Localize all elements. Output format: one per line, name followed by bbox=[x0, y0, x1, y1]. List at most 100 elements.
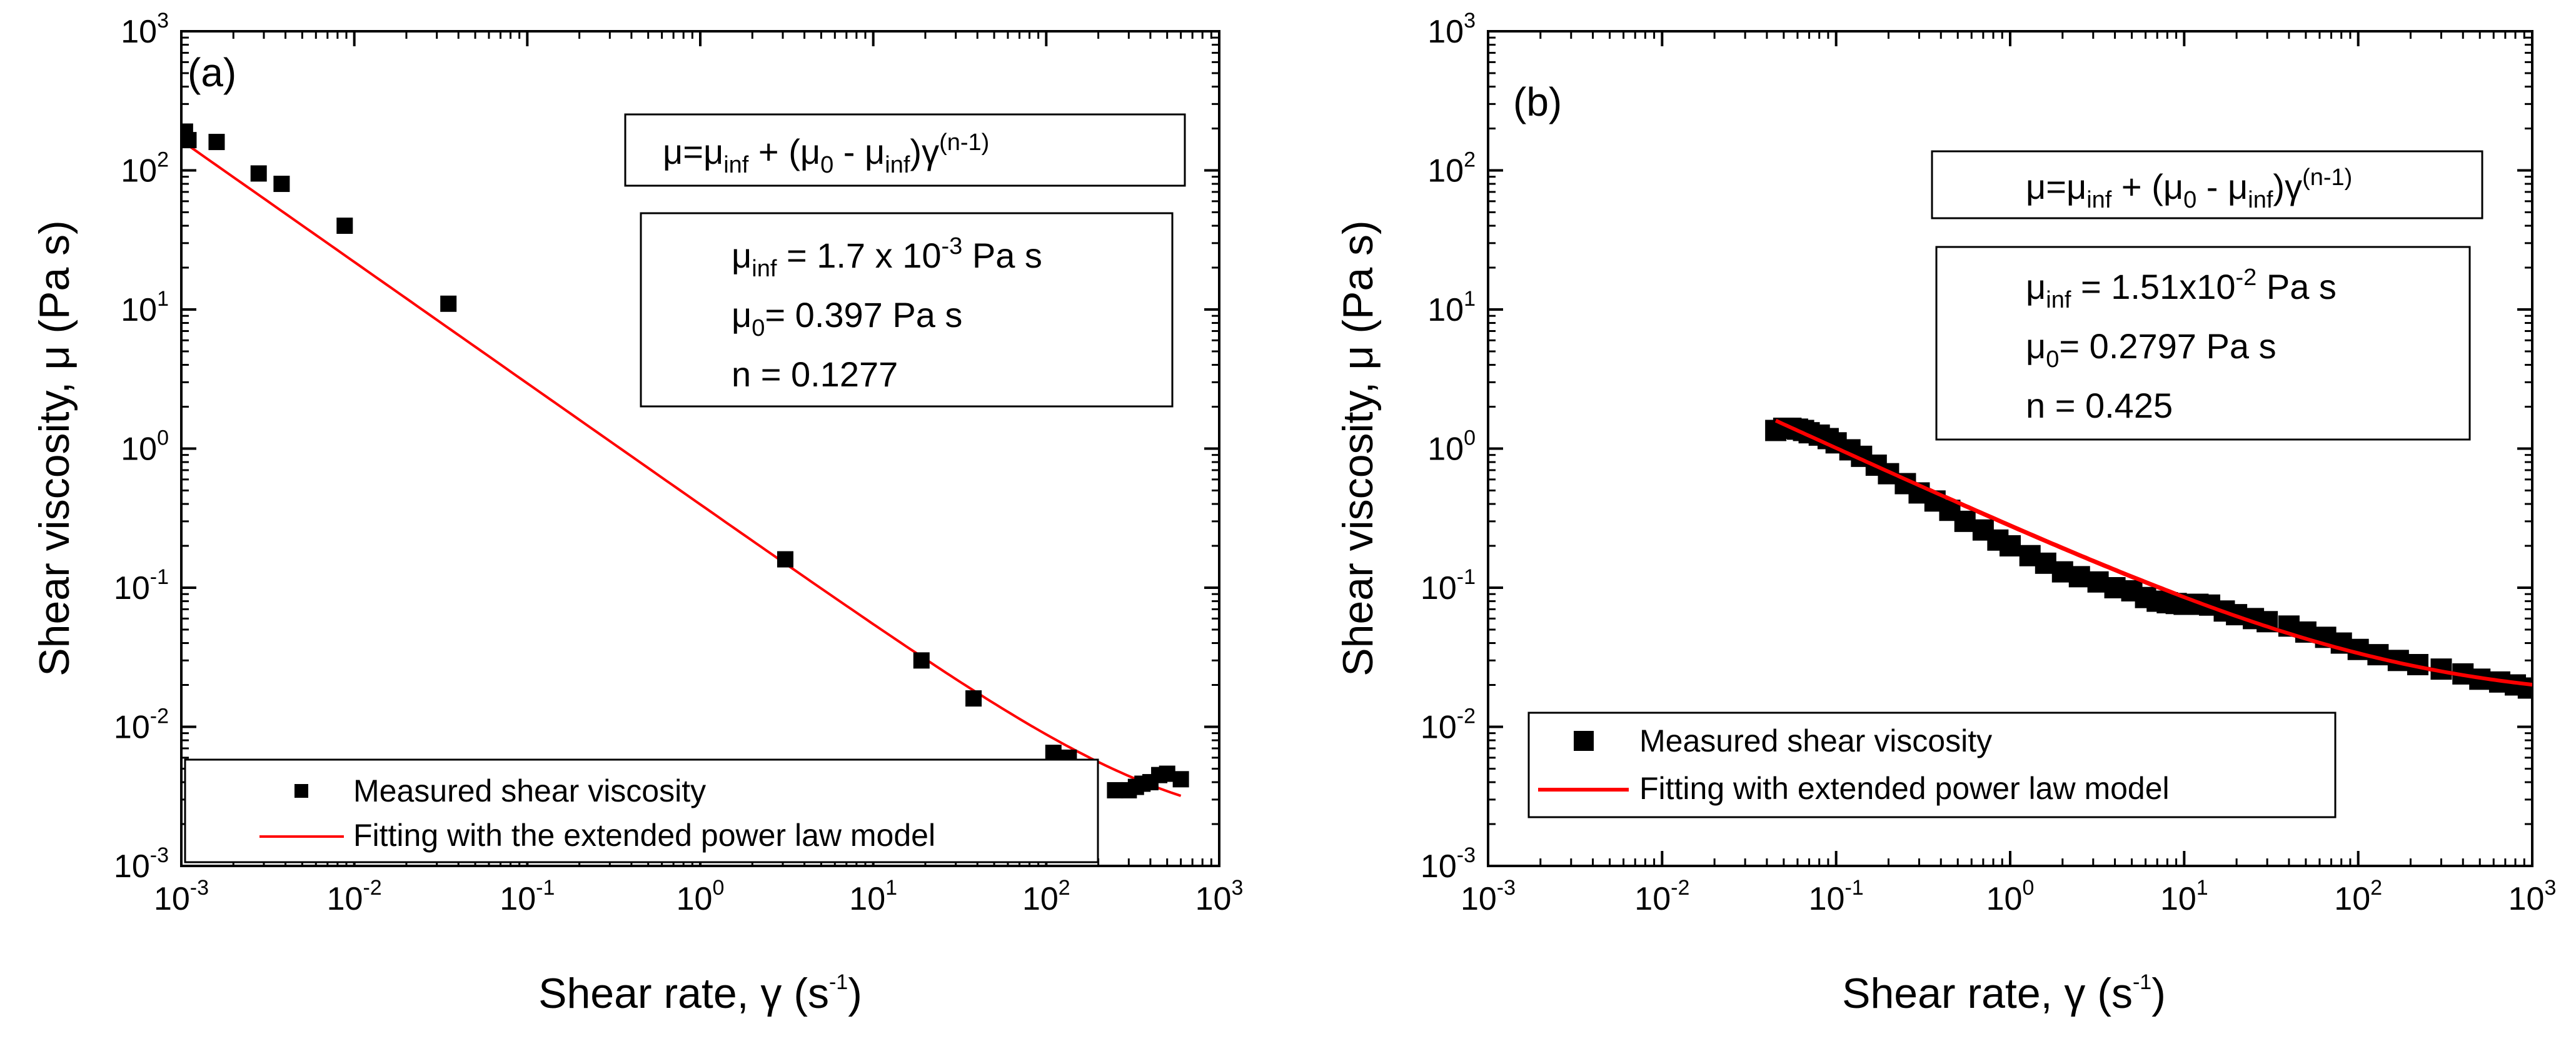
tick-exponent: 2 bbox=[2370, 876, 2382, 900]
parameter-line: n = 0.1277 bbox=[732, 355, 898, 394]
y-axis-title: Shear viscosity, μ (Pa s) bbox=[1334, 220, 1382, 676]
tick-base: 10 bbox=[327, 881, 363, 917]
eq-part: μ=μ bbox=[663, 132, 723, 171]
param-value: = 1.7 x 10 bbox=[777, 236, 941, 275]
parameter-line: μinf = 1.51x10-2 Pa s bbox=[2026, 264, 2337, 313]
eq-part: )γ bbox=[910, 132, 939, 171]
data-point bbox=[208, 134, 225, 151]
eq-superscript: (n-1) bbox=[2302, 164, 2352, 191]
data-point bbox=[1107, 782, 1124, 798]
param-subscript: 0 bbox=[2046, 346, 2059, 373]
param-symbol: μ bbox=[2026, 267, 2046, 306]
param-subscript: 0 bbox=[752, 315, 765, 341]
eq-part: - μ bbox=[2196, 167, 2248, 206]
data-point bbox=[965, 690, 982, 707]
tick-base: 10 bbox=[1461, 881, 1497, 917]
y-tick-label: 10-2 bbox=[114, 705, 169, 746]
tick-base: 10 bbox=[1986, 881, 2023, 917]
x-tick-label: 100 bbox=[677, 876, 725, 917]
eq-subscript: inf bbox=[723, 152, 749, 178]
y-axis-title: Shear viscosity, μ (Pa s) bbox=[31, 220, 78, 676]
equation-text: μ=μinf + (μ0 - μinf)γ(n-1) bbox=[2026, 164, 2352, 213]
data-point bbox=[2068, 566, 2090, 588]
x-tick-label: 10-2 bbox=[327, 876, 382, 917]
tick-exponent: -1 bbox=[536, 876, 555, 900]
tick-base: 10 bbox=[2508, 881, 2545, 917]
tick-exponent: 1 bbox=[157, 287, 169, 311]
param-superscript: -3 bbox=[941, 233, 962, 259]
param-value: = 0.1277 bbox=[751, 355, 898, 394]
tick-exponent: 1 bbox=[1464, 287, 1476, 311]
x-tick-label: 10-1 bbox=[1809, 876, 1864, 917]
tick-base: 10 bbox=[1421, 570, 1457, 606]
y-tick-label: 100 bbox=[1427, 426, 1476, 468]
tick-base: 10 bbox=[2160, 881, 2196, 917]
param-unit: Pa s bbox=[2257, 267, 2337, 306]
tick-base: 10 bbox=[1421, 710, 1457, 746]
equation-box bbox=[1931, 150, 2483, 219]
eq-part: + (μ bbox=[748, 132, 820, 171]
tick-base: 10 bbox=[1022, 881, 1059, 917]
y-tick-label: 10-1 bbox=[114, 565, 169, 606]
tick-exponent: 3 bbox=[2544, 876, 2556, 900]
x-tick-label: 103 bbox=[1195, 876, 1244, 917]
data-point bbox=[440, 295, 457, 312]
eq-part: μ=μ bbox=[2026, 167, 2086, 206]
legend-box bbox=[1527, 712, 2337, 818]
y-tick-label: 101 bbox=[1427, 287, 1476, 328]
tick-exponent: 0 bbox=[157, 426, 169, 450]
param-symbol: n bbox=[732, 355, 751, 394]
param-subscript: inf bbox=[2046, 287, 2071, 313]
legend-label-fit: Fitting with extended power law model bbox=[1639, 771, 2170, 806]
tick-exponent: -3 bbox=[1457, 843, 1476, 867]
tick-base: 10 bbox=[1195, 881, 1232, 917]
tick-base: 10 bbox=[1427, 14, 1464, 50]
tick-exponent: 0 bbox=[2022, 876, 2034, 900]
y-tick-label: 10-2 bbox=[1421, 705, 1476, 746]
tick-exponent: -1 bbox=[1844, 876, 1863, 900]
tick-exponent: 0 bbox=[1464, 426, 1476, 450]
param-value: = 0.425 bbox=[2045, 386, 2173, 425]
data-point bbox=[913, 652, 930, 669]
chart-panel-b: 10-3 10-2 10-1 100 101 102 10310-310-210-11001… bbox=[1334, 9, 2556, 1017]
equation-box bbox=[624, 113, 1186, 187]
x-axis-title-main: Shear rate, γ (s bbox=[538, 970, 829, 1017]
tick-exponent: -3 bbox=[190, 876, 209, 900]
tick-base: 10 bbox=[849, 881, 885, 917]
x-tick-label: 100 bbox=[1986, 876, 2035, 917]
tick-base: 10 bbox=[1427, 431, 1464, 468]
tick-base: 10 bbox=[500, 881, 536, 917]
param-subscript: inf bbox=[752, 256, 777, 282]
tick-exponent: 2 bbox=[1464, 148, 1476, 172]
y-tick-label: 10-1 bbox=[1421, 565, 1476, 606]
x-axis-title: Shear rate, γ (s-1) bbox=[538, 970, 862, 1017]
tick-base: 10 bbox=[154, 881, 190, 917]
y-tick-label: 102 bbox=[1427, 148, 1476, 189]
x-axis-title-exponent: -1 bbox=[829, 970, 848, 994]
tick-base: 10 bbox=[1809, 881, 1845, 917]
data-point bbox=[1172, 771, 1189, 788]
tick-base: 10 bbox=[1427, 153, 1464, 189]
chart-panel-a: 10-3 10-2 10-1 100 101 102 10310-310-210-11001… bbox=[31, 9, 1243, 1017]
x-tick-label: 103 bbox=[2508, 876, 2557, 917]
y-tick-label: 100 bbox=[121, 426, 169, 468]
parameter-line: n = 0.425 bbox=[2026, 386, 2173, 425]
eq-part: )γ bbox=[2273, 167, 2302, 206]
tick-exponent: 2 bbox=[157, 148, 169, 172]
data-point bbox=[1159, 765, 1175, 782]
x-axis-title-tail: ) bbox=[848, 970, 862, 1017]
parameter-box bbox=[640, 212, 1174, 408]
parameter-line: μ0= 0.2797 Pa s bbox=[2026, 326, 2277, 373]
param-value: = 0.397 Pa s bbox=[765, 295, 962, 334]
data-point bbox=[2517, 677, 2532, 699]
x-tick-label: 10-2 bbox=[1634, 876, 1689, 917]
y-tick-label: 103 bbox=[1427, 9, 1476, 50]
tick-exponent: -3 bbox=[150, 843, 169, 867]
y-tick-label: 10-3 bbox=[1421, 843, 1476, 885]
tick-exponent: -2 bbox=[1457, 705, 1476, 728]
panel-label: (a) bbox=[188, 50, 236, 95]
tick-base: 10 bbox=[121, 431, 157, 468]
legend-marker bbox=[294, 784, 308, 798]
data-point bbox=[1045, 745, 1062, 762]
